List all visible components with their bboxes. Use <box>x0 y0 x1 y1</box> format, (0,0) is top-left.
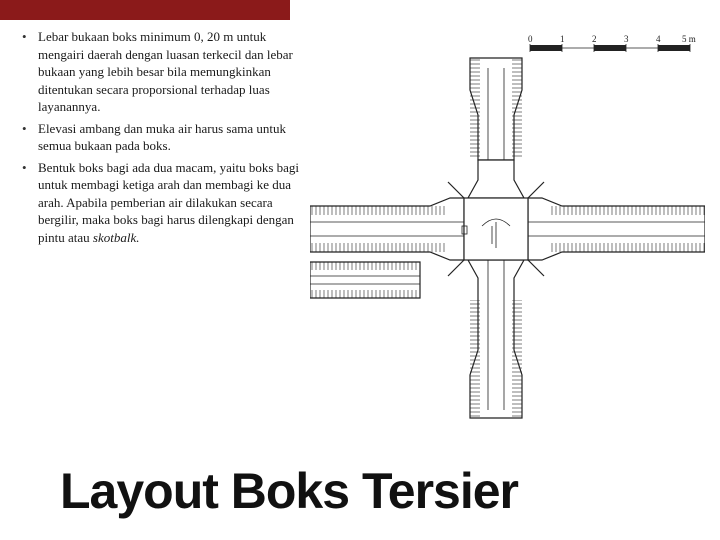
diagram-layout-boks: 0 1 2 3 4 5 m <box>310 30 705 425</box>
bullet-item: Lebar bukaan boks minimum 0, 20 m untuk … <box>20 28 300 116</box>
bullet-item: Bentuk boks bagi ada dua macam, yaitu bo… <box>20 159 300 247</box>
arm-top <box>468 58 524 198</box>
scale-bar: 0 1 2 3 4 5 m <box>528 34 696 52</box>
arm-right <box>528 198 705 260</box>
svg-text:0: 0 <box>528 34 533 44</box>
bullet-list-region: Lebar bukaan boks minimum 0, 20 m untuk … <box>20 28 300 251</box>
accent-topbar <box>0 0 290 20</box>
bullet-italic-tail: skotbalk. <box>93 230 140 245</box>
svg-text:2: 2 <box>592 34 597 44</box>
bullet-list: Lebar bukaan boks minimum 0, 20 m untuk … <box>20 28 300 247</box>
svg-text:3: 3 <box>624 34 629 44</box>
svg-text:1: 1 <box>560 34 565 44</box>
svg-text:5 m: 5 m <box>682 34 696 44</box>
bullet-item: Elevasi ambang dan muka air harus sama u… <box>20 120 300 155</box>
bullet-text: Bentuk boks bagi ada dua macam, yaitu bo… <box>38 160 299 245</box>
page-title: Layout Boks Tersier <box>60 462 518 520</box>
arm-bottom <box>468 260 524 418</box>
svg-text:4: 4 <box>656 34 661 44</box>
arm-left <box>310 198 464 298</box>
